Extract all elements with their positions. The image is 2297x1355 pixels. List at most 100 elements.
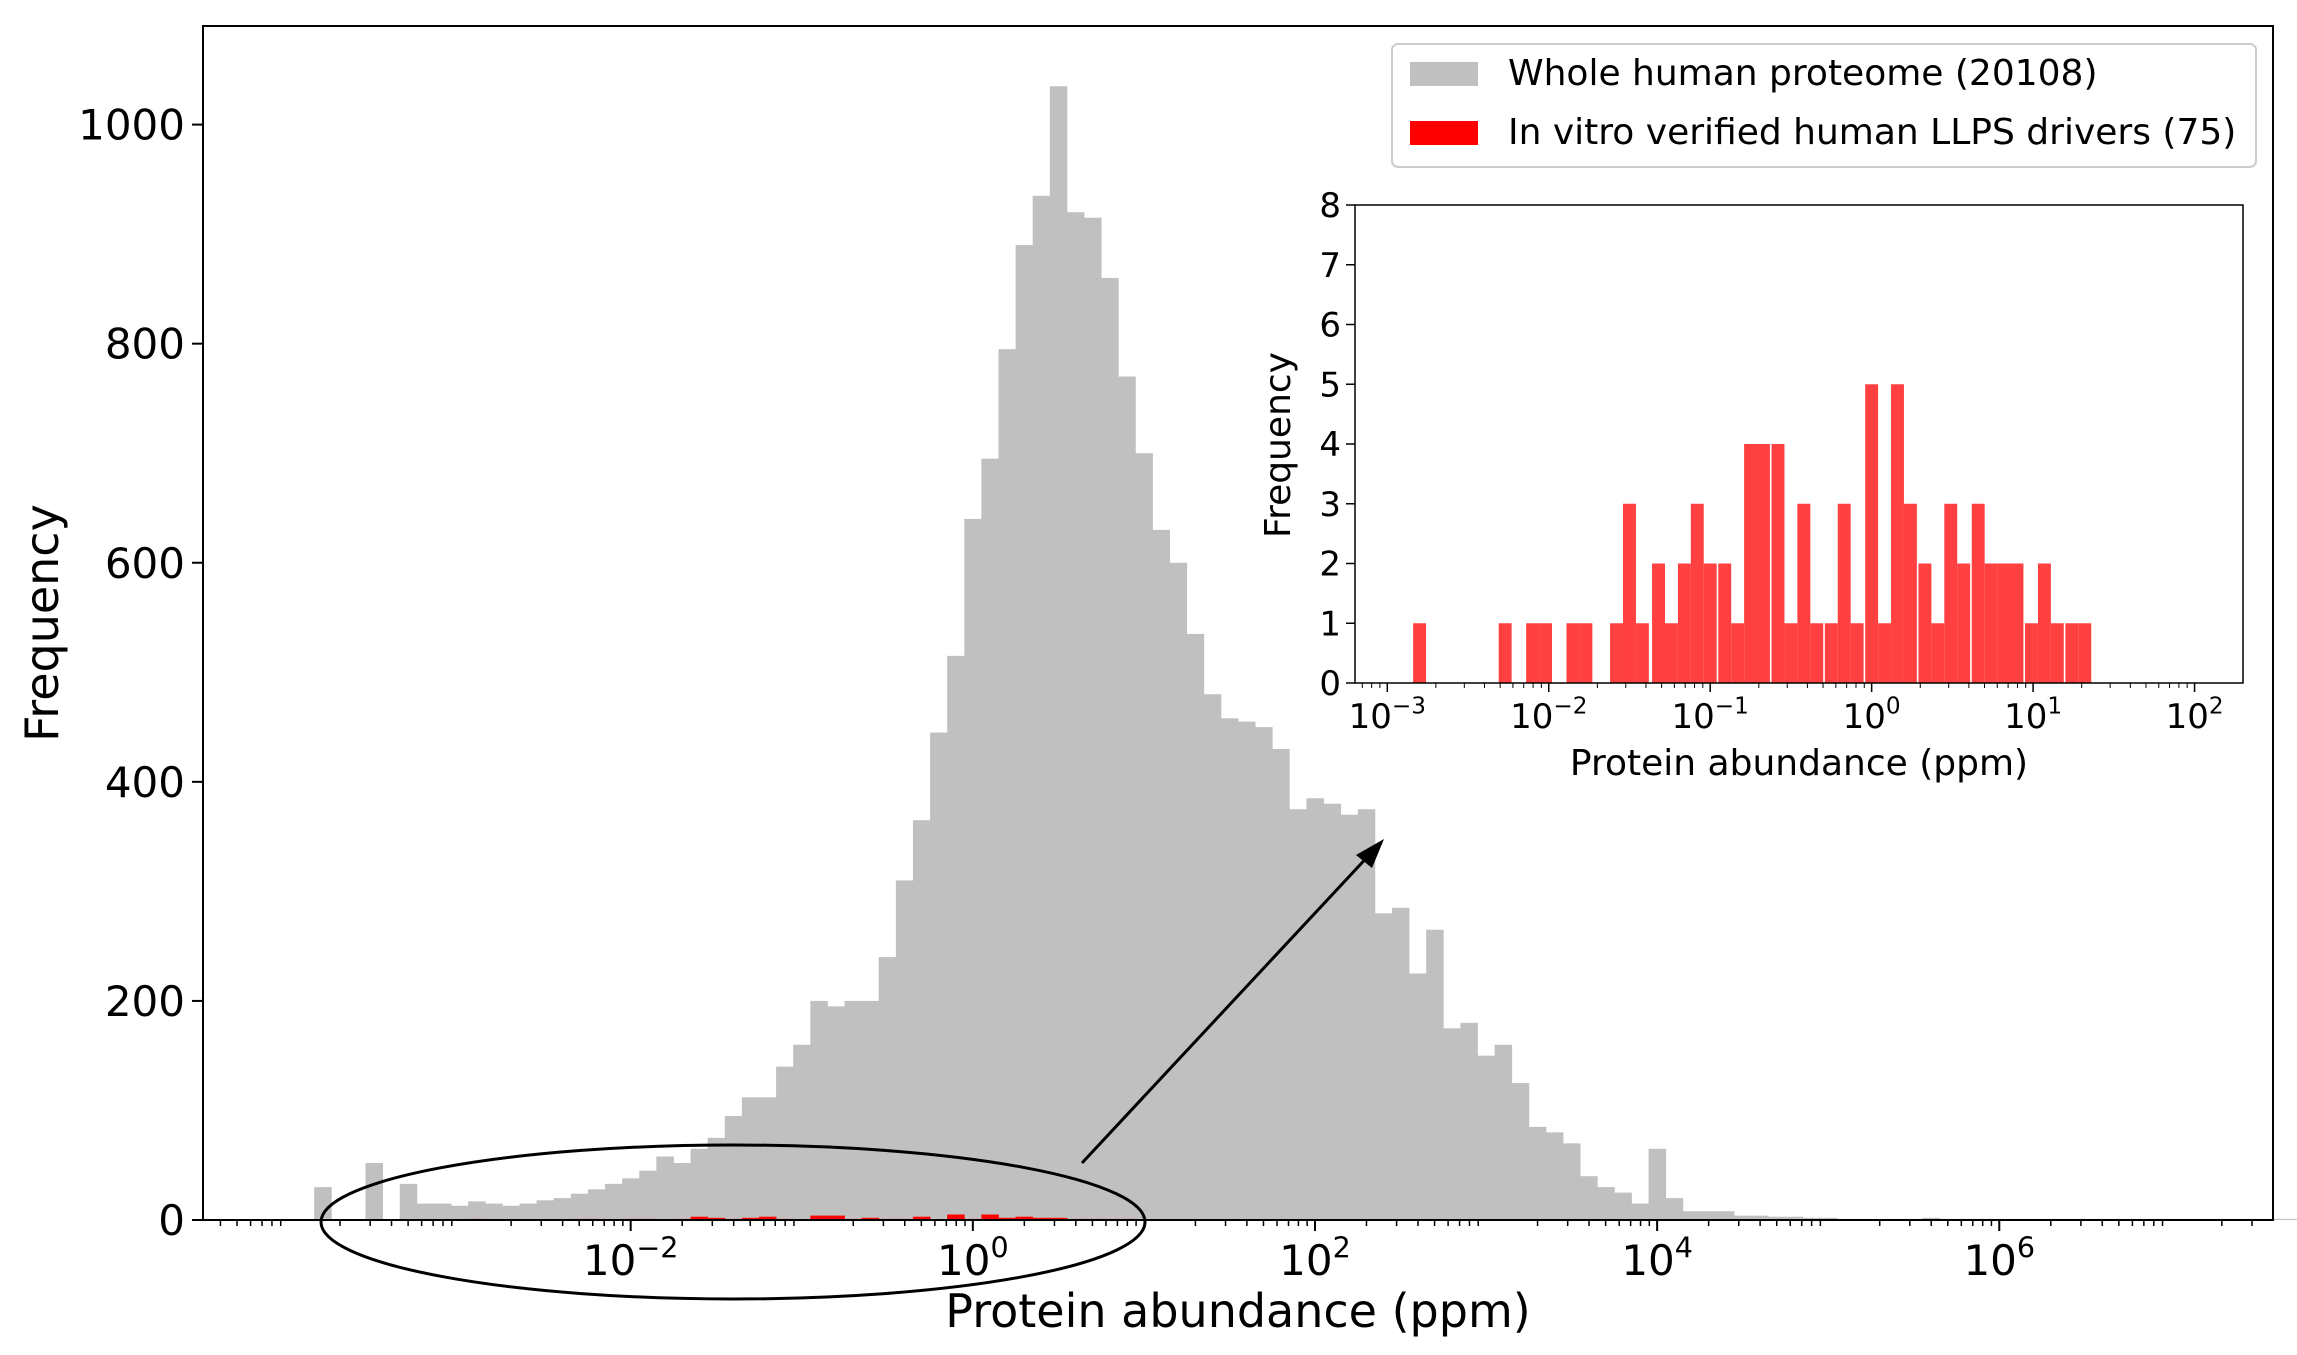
proteome-bar — [1682, 1211, 1701, 1220]
proteome-bar — [912, 820, 931, 1220]
main-y-tick-label: 600 — [105, 539, 185, 588]
proteome-bar — [1751, 1215, 1769, 1220]
inset-llps-bar — [1579, 623, 1593, 683]
proteome-bar — [998, 349, 1017, 1220]
llps-bar — [827, 1215, 845, 1220]
proteome-bar — [724, 1115, 743, 1220]
proteome-bar — [1665, 1198, 1684, 1220]
proteome-bar — [1272, 748, 1290, 1220]
main-y-tick-label: 0 — [158, 1196, 185, 1245]
inset-llps-bar — [1526, 623, 1540, 683]
proteome-bar — [1032, 195, 1051, 1221]
inset-y-tick-label: 3 — [1319, 485, 1341, 525]
inset-y-tick-label: 7 — [1319, 246, 1341, 286]
inset-llps-bar — [1865, 384, 1879, 683]
inset-llps-bar — [1539, 623, 1552, 683]
llps-bar — [741, 1217, 760, 1220]
inset-llps-bar — [1731, 623, 1745, 683]
inset-llps-bar — [1718, 563, 1732, 683]
proteome-bar — [1768, 1216, 1786, 1220]
proteome-bar — [433, 1203, 452, 1220]
inset-llps-bar — [1703, 563, 1717, 683]
proteome-bar — [399, 1183, 418, 1220]
inset-x-tick-label: 100 — [1843, 694, 1901, 737]
proteome-bar — [1391, 907, 1410, 1220]
inset-llps-bar — [1610, 623, 1624, 683]
inset-llps-bar — [1944, 503, 1958, 683]
inset-llps-bar — [1677, 563, 1691, 683]
inset-x-tick-label: 101 — [2004, 694, 2062, 737]
main-y-ticks: 0 200 400 600 800 1000 — [78, 101, 203, 1245]
inset-llps-bar — [1984, 563, 1998, 683]
main-y-tick-label: 400 — [105, 758, 185, 807]
inset-x-tick-label: 102 — [2166, 694, 2224, 737]
inset-llps-bar — [1664, 623, 1678, 683]
proteome-bar — [1819, 1217, 1838, 1220]
proteome-bar — [673, 1163, 691, 1220]
inset-y-tick-label: 8 — [1319, 186, 1341, 226]
inset-llps-bar — [1690, 503, 1704, 683]
proteome-bar — [1238, 721, 1256, 1220]
inset-y-tick-label: 1 — [1319, 604, 1341, 644]
proteome-bar — [776, 1066, 794, 1220]
proteome-bar — [878, 957, 897, 1220]
arrowhead — [1356, 839, 1384, 868]
proteome-bar — [587, 1189, 606, 1220]
llps-bar — [947, 1214, 965, 1220]
proteome-bar — [810, 1000, 828, 1220]
proteome-bar — [793, 1044, 811, 1220]
main-x-tick-label: 10−2 — [583, 1230, 679, 1285]
llps-bar — [912, 1216, 931, 1220]
main-axes-frame — [202, 25, 2274, 1221]
proteome-bar — [1563, 1143, 1581, 1220]
main-x-axis-label: Protein abundance (ppm) — [945, 1284, 1530, 1338]
proteome-bar — [1545, 1132, 1564, 1220]
inset-x-tick-label: 10−3 — [1349, 694, 1426, 737]
proteome-bar — [1101, 277, 1119, 1220]
proteome-bar — [1648, 1148, 1667, 1220]
main-x-tick-label: 106 — [1963, 1230, 2035, 1285]
proteome-bar — [365, 1163, 384, 1220]
inset-llps-bar — [1971, 503, 1985, 683]
llps-bar — [1049, 1217, 1068, 1220]
proteome-bar — [605, 1183, 623, 1220]
proteome-bar — [1357, 809, 1376, 1220]
proteome-bar — [844, 1000, 863, 1220]
main-x-tick-label: 104 — [1621, 1230, 1693, 1285]
inset-llps-bar — [1878, 623, 1892, 683]
inset-llps-bars — [1413, 384, 2092, 683]
llps-bar — [861, 1217, 880, 1220]
proteome-bar — [1409, 973, 1427, 1220]
proteome-bar — [468, 1201, 486, 1220]
inset-axes-frame — [1354, 204, 2244, 684]
proteome-bar — [502, 1205, 520, 1220]
inset-y-tick-label: 5 — [1319, 365, 1341, 405]
inset-llps-bar — [1771, 444, 1785, 683]
inset-llps-bar — [1850, 623, 1864, 683]
main-x-tick-label: 100 — [937, 1230, 1009, 1285]
proteome-bar — [1802, 1217, 1821, 1220]
inset-llps-bar — [1623, 503, 1636, 683]
proteome-bar — [1511, 1083, 1530, 1220]
proteome-bar — [1922, 1217, 1940, 1220]
llps-bar — [998, 1217, 1017, 1220]
proteome-bar — [1460, 1022, 1478, 1220]
legend-label-proteome: Whole human proteome (20108) — [1508, 53, 2098, 94]
inset-llps-bar — [1837, 503, 1851, 683]
proteome-bar — [827, 1006, 845, 1220]
proteome-bar — [947, 655, 965, 1220]
inset-llps-bar — [1918, 563, 1932, 683]
proteome-bar — [1580, 1176, 1598, 1220]
proteome-bar — [485, 1203, 503, 1220]
main-y-tick-label: 1000 — [78, 101, 185, 150]
main-y-axis-label: Frequency — [15, 504, 69, 742]
inset-y-ticks: 0 1 2 3 4 5 6 7 8 — [1319, 186, 1355, 704]
proteome-bar — [1528, 1126, 1547, 1220]
inset-llps-bar — [1797, 503, 1811, 683]
proteome-bar — [1306, 798, 1324, 1220]
proteome-bar — [1494, 1044, 1513, 1220]
inset-x-tick-label: 10−1 — [1672, 694, 1749, 737]
proteome-bar — [1289, 809, 1307, 1220]
proteome-bar — [1255, 727, 1273, 1220]
